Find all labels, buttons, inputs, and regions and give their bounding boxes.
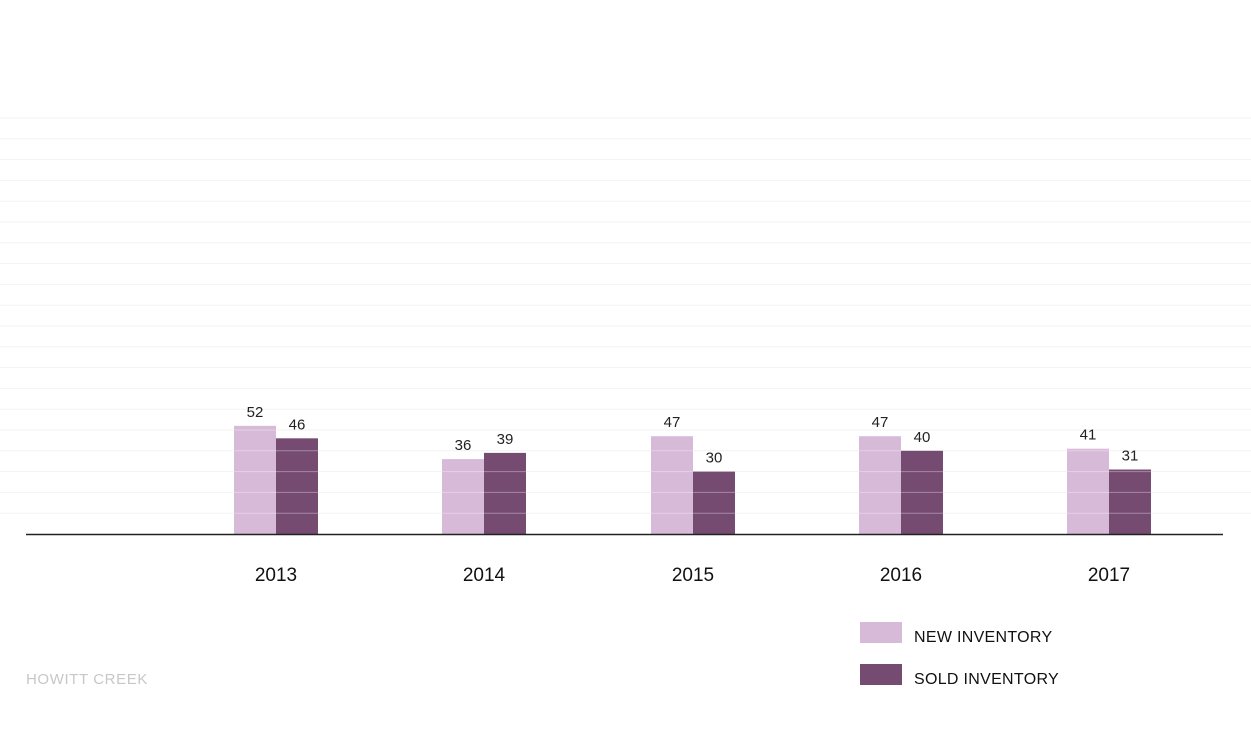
legend-label-new: NEW INVENTORY <box>914 629 1052 646</box>
bar-sold-2017 <box>1109 469 1151 534</box>
value-label-sold-2017: 31 <box>1122 448 1139 465</box>
footer-caption: HOWITT CREEK <box>26 671 148 688</box>
bar-new-2016 <box>859 436 901 534</box>
value-label-sold-2016: 40 <box>914 429 931 446</box>
value-label-new-2017: 41 <box>1080 427 1097 444</box>
bar-sold-2016 <box>901 450 943 534</box>
value-label-new-2013: 52 <box>247 404 264 421</box>
legend: NEW INVENTORY SOLD INVENTORY <box>860 622 1059 688</box>
bar-sold-2015 <box>693 471 735 534</box>
bar-new-2014 <box>442 459 484 534</box>
value-label-new-2016: 47 <box>872 414 889 431</box>
bar-new-2015 <box>651 436 693 534</box>
x-tick-label-2013: 2013 <box>255 565 297 586</box>
x-tick-label-2016: 2016 <box>880 565 922 586</box>
gridlines <box>0 117 1251 514</box>
x-axis-ticks: 2013 2014 2015 2016 2017 <box>255 565 1130 586</box>
x-tick-label-2014: 2014 <box>463 565 506 586</box>
value-label-sold-2015: 30 <box>706 450 723 467</box>
bar-sold-2014 <box>484 452 526 534</box>
value-labels: 52 36 47 47 41 46 39 30 40 31 <box>247 404 1139 467</box>
legend-swatch-sold <box>860 664 902 685</box>
value-label-new-2015: 47 <box>664 414 681 431</box>
legend-label-sold: SOLD INVENTORY <box>914 671 1059 688</box>
legend-swatch-new <box>860 622 902 643</box>
bars <box>234 425 1151 534</box>
bar-new-2013 <box>234 425 276 534</box>
bar-new-2017 <box>1067 448 1109 534</box>
value-label-sold-2013: 46 <box>289 416 306 433</box>
x-tick-label-2017: 2017 <box>1088 565 1130 586</box>
value-label-new-2014: 36 <box>455 437 472 454</box>
bar-sold-2013 <box>276 438 318 534</box>
value-label-sold-2014: 39 <box>497 431 514 448</box>
x-tick-label-2015: 2015 <box>672 565 714 586</box>
